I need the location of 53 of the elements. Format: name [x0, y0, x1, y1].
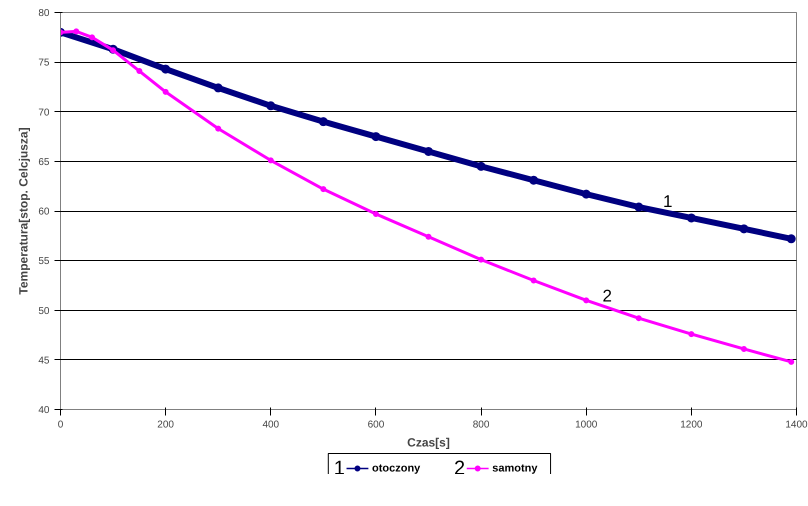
point [266, 101, 276, 110]
x-tick-label: 400 [262, 420, 280, 430]
x-tick-label: 0 [58, 420, 64, 430]
x-axis-title: Czas[s] [407, 436, 450, 450]
y-tick-label: 50 [38, 306, 50, 317]
legend-label: samotny [492, 462, 538, 474]
point [688, 331, 694, 338]
point [318, 117, 328, 126]
point [530, 277, 537, 284]
point [426, 234, 432, 240]
y-tick-label: 55 [38, 256, 50, 268]
annotation: 2 [602, 286, 612, 306]
point [739, 224, 748, 234]
point [162, 88, 169, 95]
point [424, 146, 433, 156]
point [110, 47, 116, 54]
x-tick-label: 1400 [785, 420, 808, 430]
y-tick-label: 80 [38, 8, 50, 19]
point [161, 64, 170, 74]
point [740, 346, 747, 352]
point [583, 297, 590, 304]
x-tick-label: 800 [472, 420, 490, 430]
point [371, 132, 380, 142]
x-tick-label: 200 [157, 420, 174, 430]
y-tick-label: 75 [38, 58, 50, 69]
x-tick-label: 1200 [680, 420, 703, 430]
y-tick-label: 70 [38, 107, 50, 118]
point [478, 256, 484, 263]
y-tick-label: 45 [38, 355, 50, 366]
x-tick-label: 600 [368, 420, 385, 430]
point [788, 358, 794, 365]
y-tick-label: 65 [38, 156, 50, 168]
point [73, 28, 80, 34]
point [786, 234, 796, 244]
annotation: 1 [662, 192, 672, 211]
point [529, 176, 538, 185]
point [686, 213, 696, 222]
x-tick-label: 1000 [575, 420, 598, 430]
point [372, 210, 379, 217]
point [89, 34, 96, 40]
point [214, 83, 223, 92]
y-tick-label: 60 [38, 206, 50, 218]
point [136, 68, 142, 74]
legend-label: otoczony [372, 462, 422, 474]
point [268, 157, 274, 164]
y-axis-title: Temperatura[stop. Celcjusza] [16, 127, 30, 295]
point [636, 315, 642, 322]
point [634, 202, 644, 212]
point [476, 162, 486, 171]
point [215, 126, 222, 132]
point [582, 190, 591, 199]
y-tick-label: 40 [38, 405, 50, 416]
point [320, 186, 326, 192]
